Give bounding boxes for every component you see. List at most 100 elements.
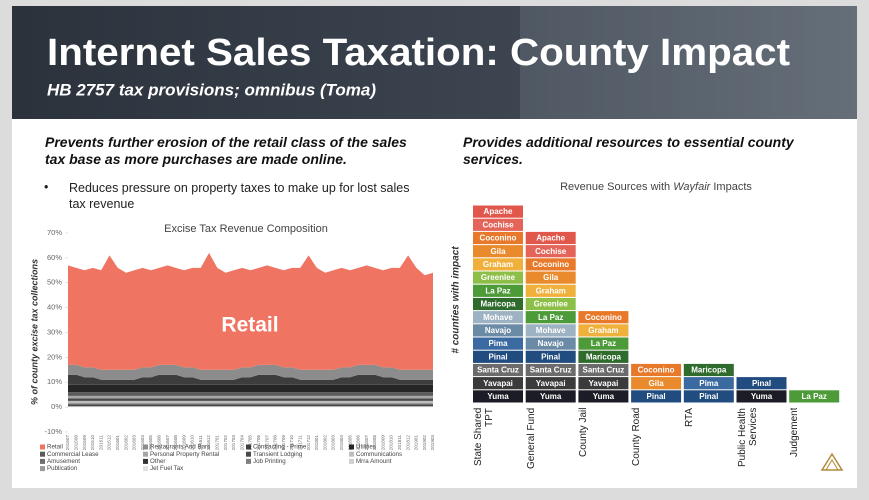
legend-label: Retail bbox=[47, 444, 63, 451]
legend-swatch bbox=[349, 451, 354, 457]
county-block bbox=[525, 390, 576, 403]
x-tick-label: 201809 bbox=[380, 435, 385, 451]
legend-label: Communications bbox=[356, 451, 402, 458]
legend-swatch bbox=[246, 451, 251, 457]
county-block bbox=[473, 337, 523, 350]
x-tick-label: 201606 bbox=[156, 435, 161, 451]
x-tick-label: 201807 bbox=[364, 435, 369, 451]
area-series bbox=[68, 395, 433, 399]
area-series bbox=[68, 392, 433, 396]
section-heading: Prevents further erosion of the retail c… bbox=[45, 134, 407, 167]
legend-label: Job Printing bbox=[253, 458, 286, 465]
county-block bbox=[525, 284, 576, 297]
legend-label: Other bbox=[150, 458, 165, 465]
county-block bbox=[525, 245, 576, 258]
y-tick-label: -10% bbox=[44, 427, 62, 436]
y-tick-label: 50% bbox=[47, 278, 62, 287]
county-label: Santa Cruz bbox=[530, 366, 572, 375]
legend-swatch bbox=[143, 466, 148, 472]
x-tick-label: 201805 bbox=[347, 435, 352, 451]
x-tick-label: 201603 bbox=[132, 435, 137, 451]
x-tick-label: 201711 bbox=[297, 435, 302, 450]
county-label: Mohave bbox=[536, 326, 566, 335]
category-label: Public Health Services bbox=[736, 408, 759, 467]
area-series bbox=[68, 252, 433, 370]
legend-swatch bbox=[143, 444, 148, 450]
county-block bbox=[578, 390, 629, 403]
county-block bbox=[578, 377, 629, 390]
x-tick-label: 201510 bbox=[90, 435, 95, 451]
county-block bbox=[473, 231, 523, 245]
logo bbox=[820, 452, 844, 471]
category-label: General Fund bbox=[525, 408, 537, 470]
county-block bbox=[631, 377, 682, 390]
county-label: Cochise bbox=[535, 247, 567, 256]
legend-label: Commercial Lease bbox=[47, 451, 99, 458]
x-tick-label: 201812 bbox=[405, 435, 410, 451]
x-tick-label: 201903 bbox=[430, 435, 435, 451]
county-block bbox=[473, 390, 523, 403]
county-label: Greenlee bbox=[481, 273, 516, 282]
header-photo bbox=[520, 6, 857, 119]
y-tick-label: 10% bbox=[47, 377, 62, 386]
legend-swatch bbox=[40, 444, 45, 450]
logo-mark bbox=[825, 459, 839, 471]
county-block bbox=[525, 258, 576, 271]
county-block bbox=[473, 271, 523, 284]
x-tick-label: 201702 bbox=[223, 435, 228, 451]
category-label: RTA bbox=[683, 408, 695, 428]
x-tick-label: 201707 bbox=[264, 435, 269, 451]
legend-swatch bbox=[143, 451, 148, 457]
x-tick-label: 201704 bbox=[239, 435, 244, 451]
county-label: Santa Cruz bbox=[583, 366, 625, 375]
legend-swatch bbox=[40, 451, 45, 457]
x-tick-label: 201810 bbox=[389, 435, 394, 451]
legend-swatch bbox=[40, 466, 45, 472]
x-tick-label: 201709 bbox=[281, 435, 286, 451]
county-label: Coconino bbox=[532, 260, 569, 269]
county-block bbox=[525, 324, 576, 337]
y-tick-label: 70% bbox=[47, 228, 62, 237]
category-label: State Shared TPT bbox=[473, 408, 495, 467]
county-label: La Paz bbox=[538, 313, 563, 322]
area-series bbox=[68, 400, 433, 404]
county-label: Navajo bbox=[485, 326, 511, 335]
county-block bbox=[473, 297, 523, 311]
county-block bbox=[525, 377, 576, 390]
y-tick-label: 20% bbox=[47, 352, 62, 361]
county-block bbox=[473, 377, 523, 390]
county-label: Pinal bbox=[488, 352, 507, 361]
county-block bbox=[683, 390, 734, 403]
x-tick-label: 201611 bbox=[198, 435, 203, 450]
county-label: Yavapai bbox=[536, 379, 566, 388]
x-tick-label: 201604 bbox=[140, 435, 145, 451]
county-block bbox=[525, 350, 576, 363]
county-label: Pinal bbox=[541, 352, 560, 361]
category-label: Judgement bbox=[789, 408, 801, 458]
y-axis-label: # counties with impact bbox=[451, 246, 462, 354]
area-series bbox=[68, 405, 433, 407]
county-label: Yuma bbox=[593, 392, 615, 401]
x-tick-label: 201808 bbox=[372, 435, 377, 451]
county-label: Gila bbox=[649, 379, 665, 388]
x-tick-label: 201701 bbox=[215, 435, 220, 451]
title-part: Revenue Sources with bbox=[560, 181, 673, 193]
category-label: County Road bbox=[631, 408, 643, 467]
x-tick-label: 201902 bbox=[422, 435, 427, 451]
legend-swatch bbox=[246, 444, 251, 450]
x-tick-label: 201804 bbox=[339, 435, 344, 451]
county-block bbox=[473, 258, 523, 271]
x-tick-label: 201710 bbox=[289, 435, 294, 451]
slide-title: Internet Sales Taxation: County Impact bbox=[47, 32, 790, 74]
county-label: Coconino bbox=[585, 313, 622, 322]
legend-label: Jet Fuel Tax bbox=[150, 465, 184, 472]
x-tick-label: 201605 bbox=[148, 435, 153, 451]
county-block bbox=[631, 390, 682, 403]
x-tick-label: 201512 bbox=[107, 435, 112, 451]
county-label: Cochise bbox=[482, 220, 514, 229]
county-label: La Paz bbox=[591, 339, 616, 348]
title-part: Wayfair bbox=[673, 181, 711, 193]
county-block bbox=[525, 337, 576, 350]
